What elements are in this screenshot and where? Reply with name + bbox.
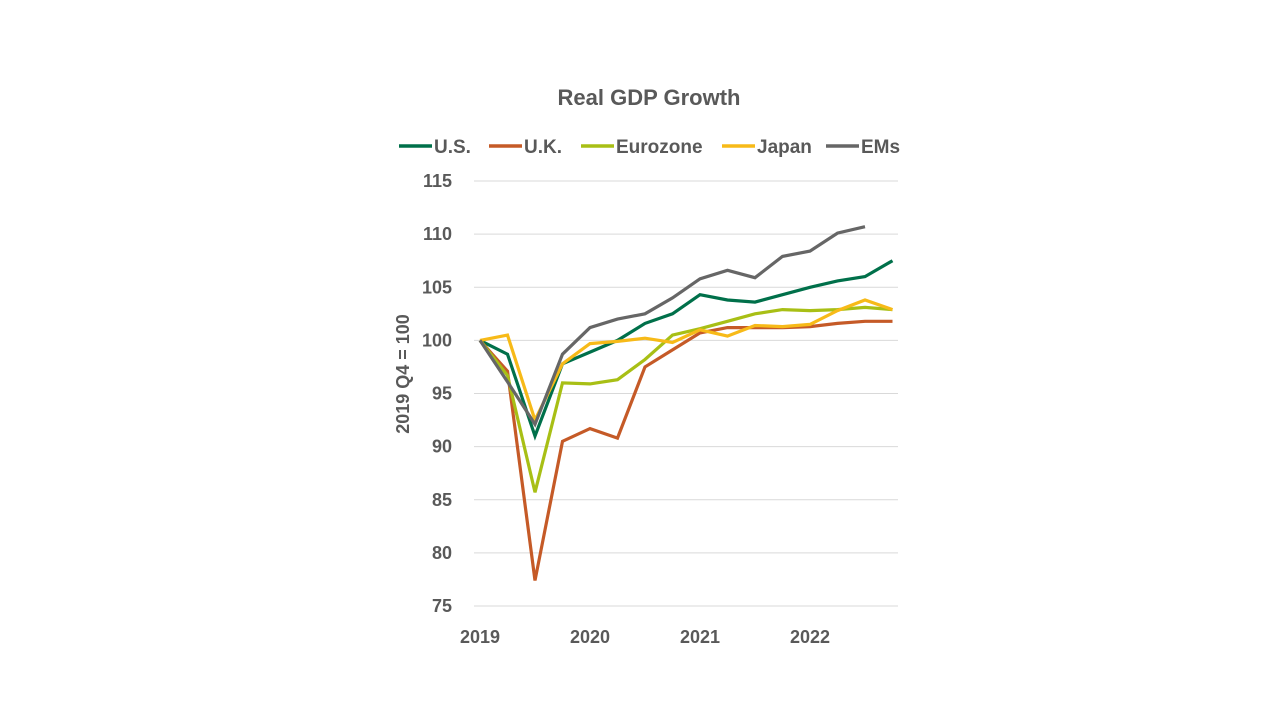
y-tick-label: 105 bbox=[422, 277, 452, 297]
chart-title: Real GDP Growth bbox=[558, 85, 741, 110]
legend-item: Eurozone bbox=[581, 137, 703, 158]
y-tick-label: 75 bbox=[432, 596, 452, 616]
y-axis-ticks: 75 80 85 90 95 100 105 110 115 bbox=[422, 171, 452, 616]
legend-label: Eurozone bbox=[616, 137, 703, 158]
series-line-japan bbox=[479, 298, 894, 425]
legend-label: U.S. bbox=[434, 137, 471, 158]
legend-label: EMs bbox=[861, 137, 900, 158]
y-axis-title: 2019 Q4 = 100 bbox=[393, 314, 413, 434]
legend-item: Japan bbox=[722, 137, 812, 158]
legend: U.S. U.K. Eurozone Japan EMs bbox=[399, 137, 900, 158]
series-line-eurozone bbox=[478, 305, 893, 493]
y-tick-label: 85 bbox=[432, 490, 452, 510]
gridlines bbox=[474, 180, 898, 607]
y-tick-label: 80 bbox=[432, 543, 452, 563]
legend-item: EMs bbox=[826, 137, 900, 158]
x-tick-label: 2022 bbox=[790, 627, 830, 647]
legend-item: U.K. bbox=[489, 137, 562, 158]
x-tick-label: 2019 bbox=[460, 627, 500, 647]
legend-label: Japan bbox=[757, 137, 812, 158]
y-tick-label: 110 bbox=[423, 224, 452, 244]
y-tick-label: 90 bbox=[432, 437, 452, 457]
legend-item: U.S. bbox=[399, 137, 471, 158]
legend-label: U.K. bbox=[524, 137, 562, 158]
y-tick-label: 115 bbox=[423, 171, 452, 191]
series-lines bbox=[478, 225, 894, 581]
series-line-u-s bbox=[479, 259, 894, 441]
x-tick-label: 2020 bbox=[570, 627, 610, 647]
series-line-ems bbox=[478, 225, 866, 428]
y-tick-label: 100 bbox=[422, 330, 452, 350]
y-tick-label: 95 bbox=[432, 384, 452, 404]
x-tick-label: 2021 bbox=[680, 627, 720, 647]
series-line-u-k bbox=[478, 319, 893, 581]
x-axis-ticks: 2019 2020 2021 2022 bbox=[460, 627, 830, 647]
